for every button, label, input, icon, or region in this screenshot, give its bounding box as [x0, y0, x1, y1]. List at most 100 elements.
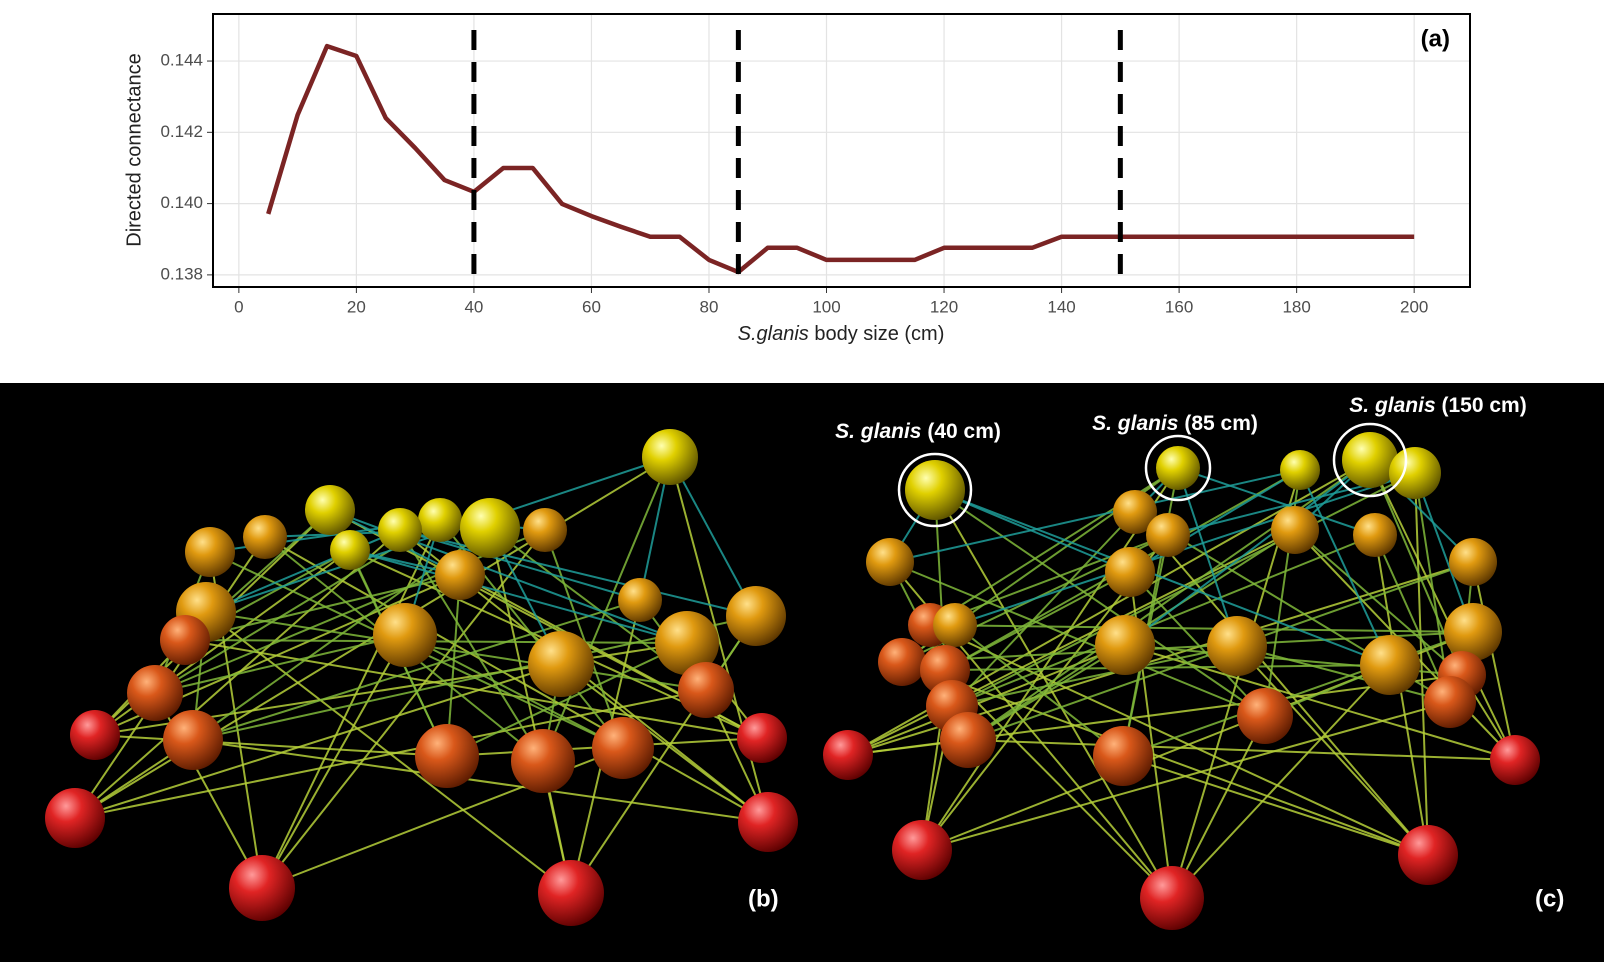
network-edge — [889, 561, 1266, 717]
x-tick-label: 180 — [1282, 297, 1310, 316]
network-edge — [205, 611, 572, 894]
highlight-ring — [1332, 422, 1408, 498]
network-node — [538, 860, 604, 926]
network-edge — [669, 456, 769, 823]
network-node — [1449, 538, 1497, 586]
panel-label: (b) — [748, 885, 779, 912]
network-edge — [954, 624, 1124, 757]
species-name: S. glanis — [835, 420, 921, 443]
network-node — [678, 662, 734, 718]
network-node — [418, 498, 462, 542]
network-node — [1389, 447, 1441, 499]
network-node — [737, 713, 787, 763]
network-edge — [847, 529, 1296, 756]
network-node — [1490, 735, 1540, 785]
network-edge — [669, 456, 757, 617]
x-tick-label: 140 — [1047, 297, 1075, 316]
species-name: S. glanis — [1092, 412, 1178, 435]
network-node — [1237, 688, 1293, 744]
species-name: S. glanis — [1349, 394, 1435, 417]
network-edge — [264, 536, 769, 823]
network-edge — [929, 624, 1429, 856]
y-axis-title: Directed connectance — [123, 53, 145, 246]
network-node — [373, 603, 437, 667]
network-edge — [951, 645, 1238, 707]
network-node — [523, 508, 567, 552]
species-annotation: S. glanis (85 cm) — [1092, 412, 1258, 435]
network-edge — [954, 472, 1416, 626]
network-edge — [901, 661, 1429, 856]
network-node — [933, 603, 977, 647]
x-tick-label: 200 — [1400, 297, 1428, 316]
panel-label: (a) — [1421, 25, 1450, 52]
species-annotation: S. glanis (150 cm) — [1349, 394, 1526, 417]
network-node — [185, 527, 235, 577]
x-tick-label: 40 — [464, 297, 483, 316]
network-node — [655, 611, 719, 675]
network-edge — [929, 624, 1474, 633]
species-annotation: S. glanis (40 cm) — [835, 420, 1001, 443]
y-tick-label: 0.140 — [160, 193, 203, 212]
network-node — [1095, 615, 1155, 675]
network-edge — [184, 639, 763, 739]
network-node — [618, 578, 662, 622]
network-edge — [944, 669, 1173, 899]
network-edge — [544, 529, 624, 749]
panel-label: (c) — [1535, 885, 1564, 912]
network-node — [1156, 446, 1200, 490]
network-node — [738, 792, 798, 852]
x-tick-label: 0 — [234, 297, 243, 316]
network-node — [1105, 547, 1155, 597]
network-edge — [1299, 469, 1391, 666]
network-edge — [1129, 469, 1301, 573]
network-node — [940, 712, 996, 768]
network-node — [1353, 513, 1397, 557]
network-node — [415, 724, 479, 788]
x-title-rest: body size (cm) — [814, 323, 944, 345]
network-node — [1271, 506, 1319, 554]
network-edge — [192, 739, 769, 823]
network-edge — [1134, 511, 1429, 856]
x-axis-title: S.glanis body size (cm) — [738, 323, 945, 345]
highlight-ring — [897, 452, 973, 528]
network-edge — [192, 599, 641, 741]
network-node — [330, 530, 370, 570]
network-node — [460, 498, 520, 558]
network-node — [726, 586, 786, 646]
network-edge — [404, 634, 624, 749]
network-node — [435, 550, 485, 600]
network-node — [160, 615, 210, 665]
network-node — [1207, 616, 1267, 676]
network-node — [1444, 603, 1502, 661]
x-title-italic: S.glanis — [738, 323, 809, 345]
network-edge — [399, 529, 757, 617]
network-node — [892, 820, 952, 880]
network-edge — [261, 634, 406, 889]
network-edge — [1374, 534, 1429, 856]
network-node — [1398, 825, 1458, 885]
x-tick-label: 160 — [1165, 297, 1193, 316]
network-node — [1360, 635, 1420, 695]
network-node — [592, 717, 654, 779]
network-node — [1140, 866, 1204, 930]
network-edge — [446, 642, 688, 757]
network-node — [45, 788, 105, 848]
network-edge — [934, 489, 1391, 666]
network-edge — [1171, 664, 1391, 899]
network-node — [1342, 432, 1398, 488]
network-node — [305, 485, 355, 535]
network-edge — [1124, 459, 1371, 646]
network-edge — [1472, 561, 1516, 761]
network-node — [1113, 490, 1157, 534]
network-edge — [489, 527, 572, 894]
x-tick-label: 80 — [700, 297, 719, 316]
y-tick-label: 0.144 — [160, 51, 203, 70]
network-edge — [184, 574, 461, 641]
network-edge — [205, 611, 707, 691]
network-node — [70, 710, 120, 760]
plot-border — [212, 13, 1471, 288]
network-node — [878, 638, 926, 686]
network-node — [243, 515, 287, 559]
network-edge — [1294, 529, 1463, 676]
